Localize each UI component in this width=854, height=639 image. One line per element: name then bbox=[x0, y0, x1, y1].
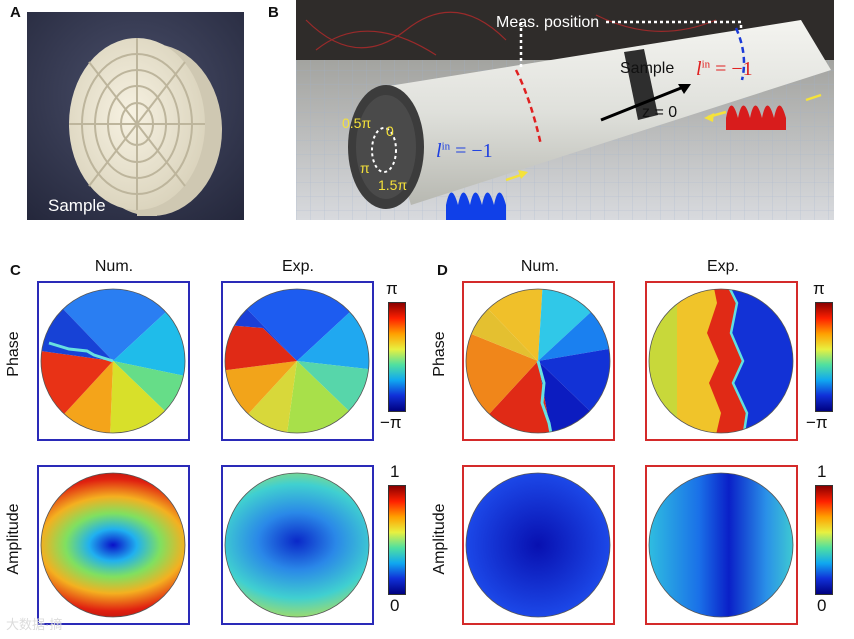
panel-c-amp-cb-top: 1 bbox=[390, 462, 400, 481]
sample-caption: Sample bbox=[48, 196, 106, 215]
panel-d-phase-num-map bbox=[462, 281, 615, 441]
panel-d-amp-exp-map bbox=[645, 465, 798, 625]
panel-c-amp-exp-map bbox=[221, 465, 374, 625]
panel-d-phase-colorbar bbox=[815, 302, 833, 412]
panel-d-amp-colorbar bbox=[815, 485, 833, 595]
phase-mark-0.5pi: 0.5π bbox=[342, 115, 372, 131]
sample-photo bbox=[27, 12, 244, 220]
panel-c-amp-cb-bottom: 0 bbox=[390, 596, 400, 615]
l-in-left-label: lin = −1 bbox=[436, 140, 493, 162]
panel-d-amp-cb-top: 1 bbox=[817, 462, 827, 481]
panel-d-row-phase: Phase bbox=[431, 331, 448, 377]
panel-c-amp-colorbar bbox=[388, 485, 406, 595]
panel-d-amp-cb-bottom: 0 bbox=[817, 596, 827, 615]
panel-b-label: B bbox=[268, 4, 279, 21]
watermark: 大数据·摘 bbox=[6, 617, 63, 632]
panel-a-label: A bbox=[10, 4, 21, 21]
panel-d-phase-cb-bottom: −π bbox=[806, 413, 828, 432]
panel-c-phase-colorbar bbox=[388, 302, 406, 412]
panel-d-col-exp: Exp. bbox=[706, 258, 739, 275]
meas-position-label: Meas. position bbox=[496, 14, 600, 31]
panel-d-phase-exp-map bbox=[645, 281, 798, 441]
panel-c-row-phase: Phase bbox=[5, 331, 22, 377]
phase-mark-pi: π bbox=[360, 160, 370, 176]
phase-mark-1.5pi: 1.5π bbox=[378, 177, 408, 193]
panel-d-row-amplitude: Amplitude bbox=[431, 503, 448, 575]
z-label: z = 0 bbox=[642, 104, 678, 121]
panel-d-phase-cb-top: π bbox=[813, 279, 825, 298]
panel-c-col-num: Num. bbox=[94, 258, 134, 275]
sample-label-b: Sample bbox=[620, 60, 675, 77]
panel-c-row-amplitude: Amplitude bbox=[5, 503, 22, 575]
phase-mark-0: 0 bbox=[386, 123, 394, 139]
panel-c-amp-num-map bbox=[37, 465, 190, 625]
panel-c-phase-cb-bottom: −π bbox=[380, 413, 402, 432]
panel-d-amp-num-map bbox=[462, 465, 615, 625]
setup-photo bbox=[296, 0, 834, 220]
panel-c-col-exp: Exp. bbox=[281, 258, 314, 275]
l-in-right-label: lin = −1 bbox=[696, 58, 753, 80]
panel-c-label: C bbox=[10, 262, 21, 279]
panel-c-phase-num-map bbox=[37, 281, 190, 441]
panel-d-col-num: Num. bbox=[520, 258, 560, 275]
panel-c-phase-cb-top: π bbox=[386, 279, 398, 298]
panel-d-label: D bbox=[437, 262, 448, 279]
panel-c-phase-exp-map bbox=[221, 281, 374, 441]
